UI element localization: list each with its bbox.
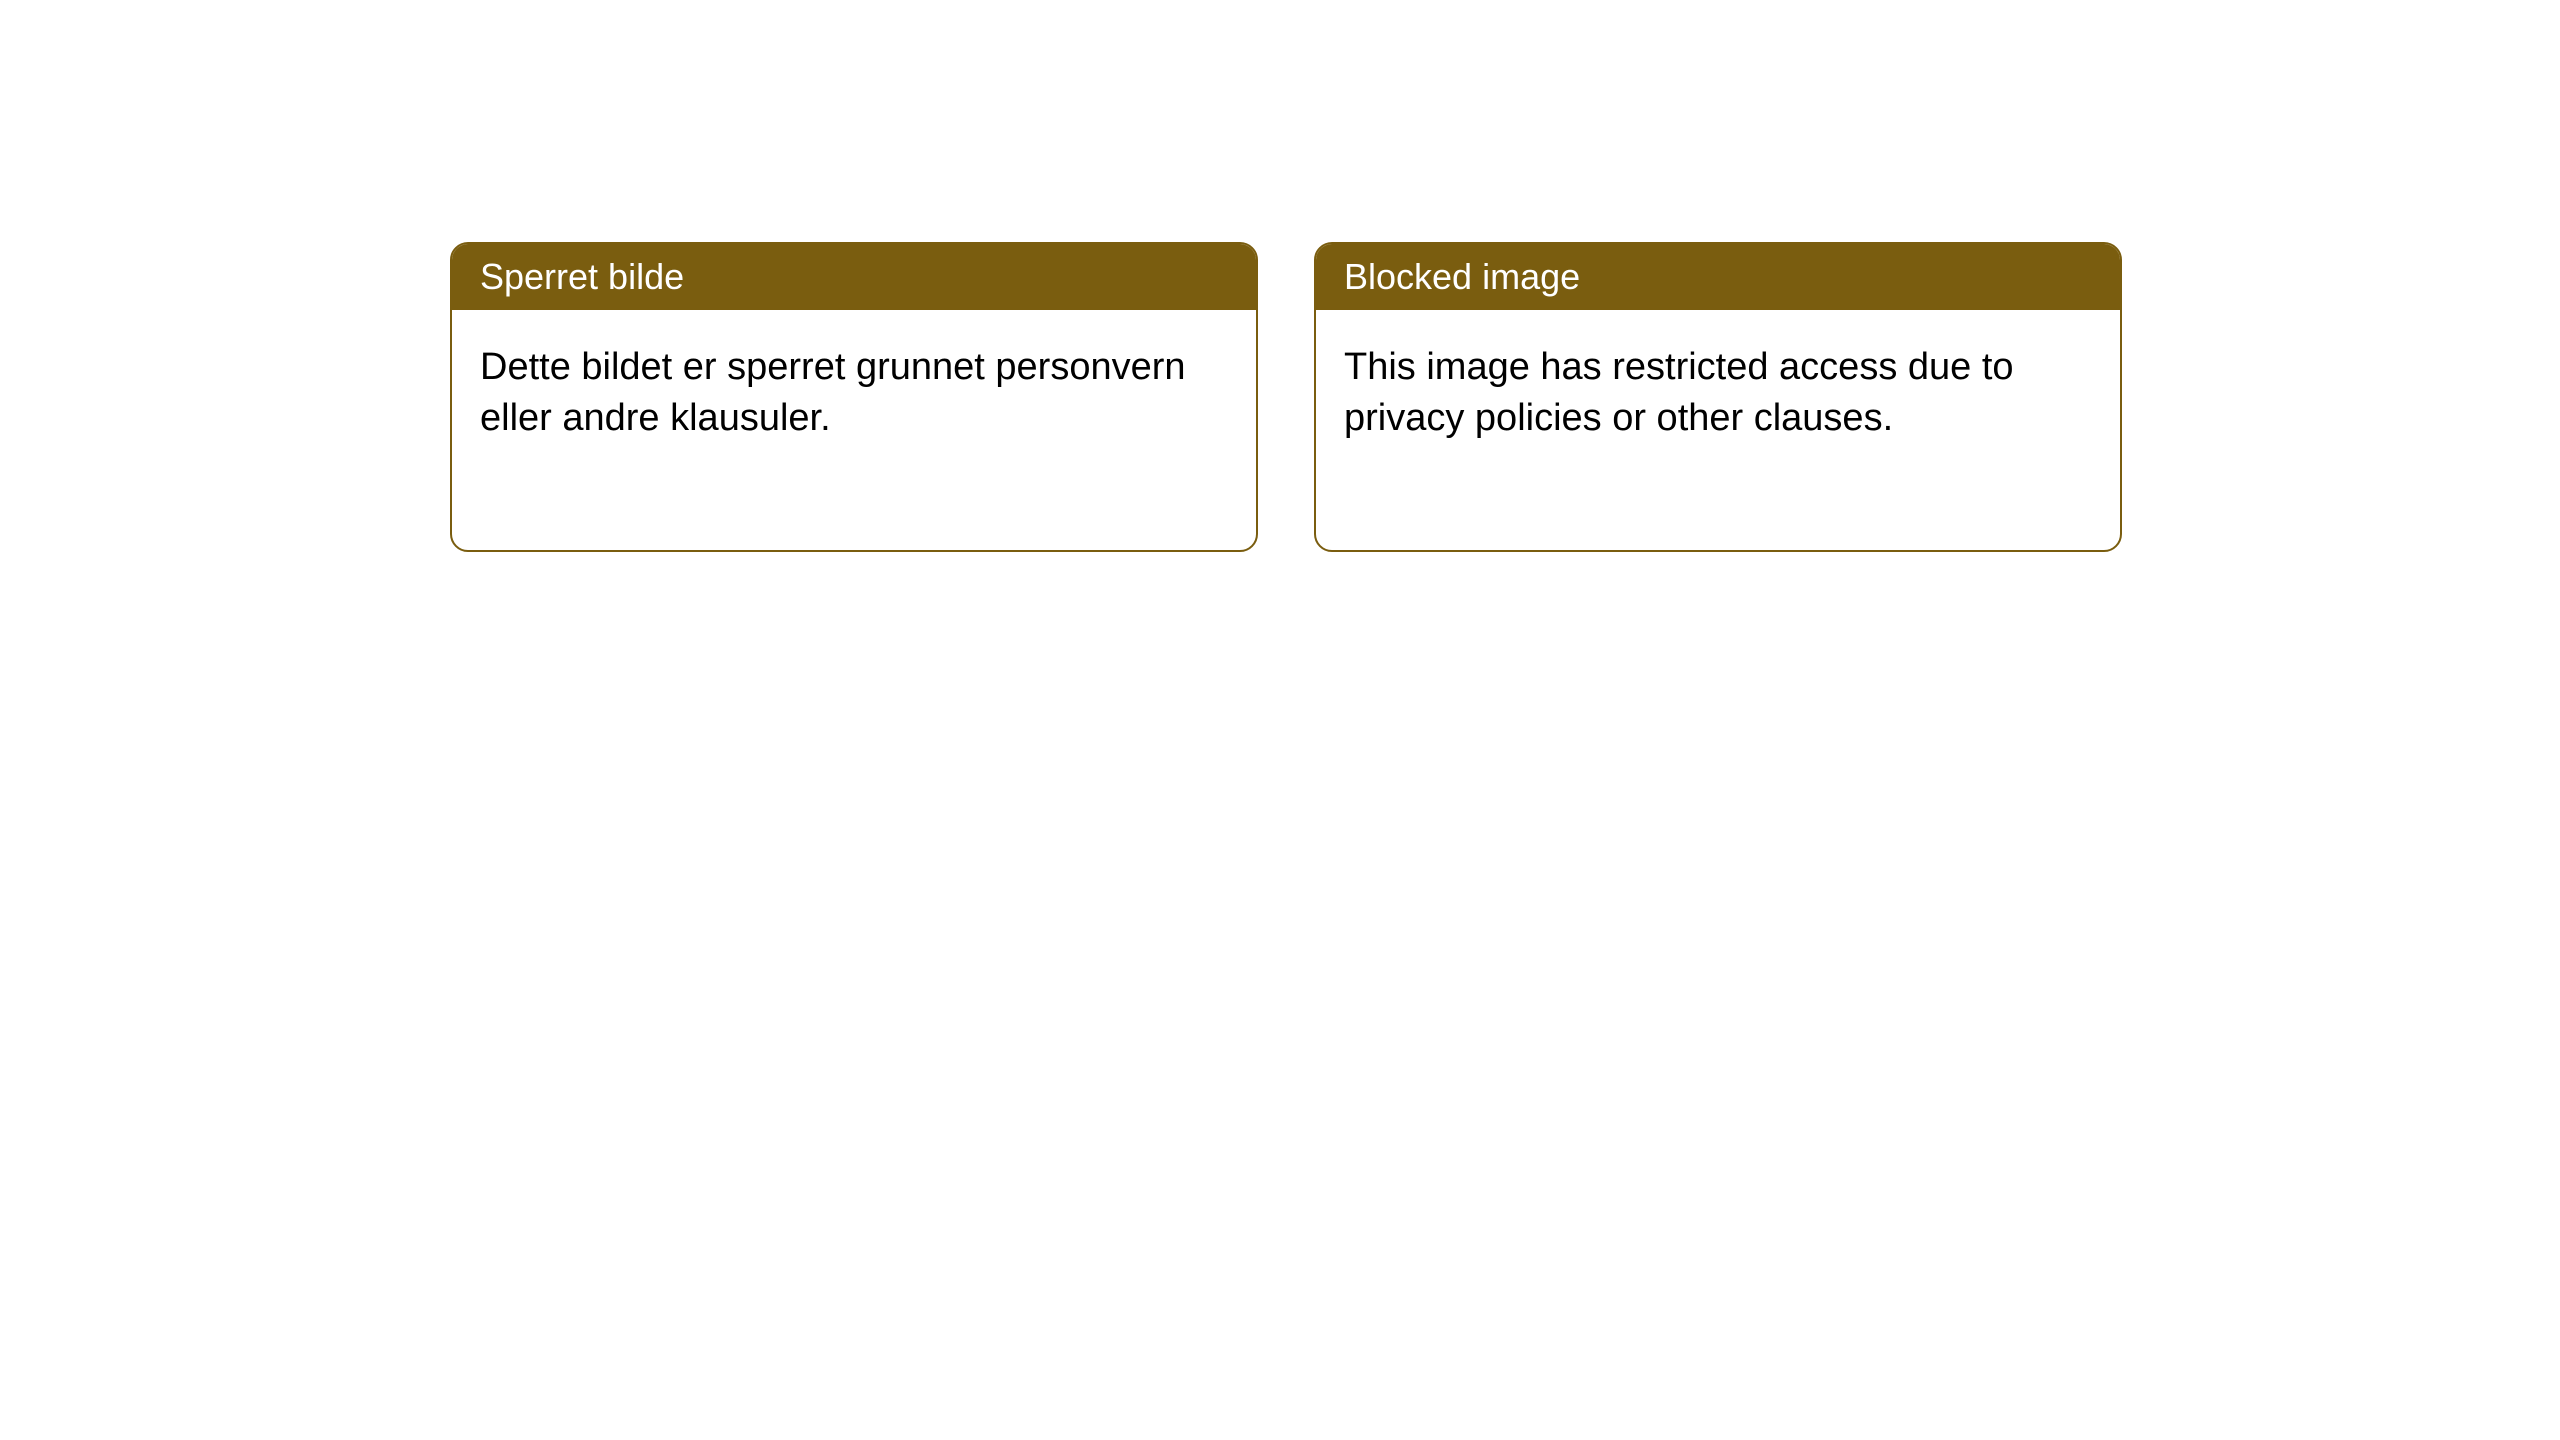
notice-body: Dette bildet er sperret grunnet personve… (452, 310, 1256, 550)
notice-card-norwegian: Sperret bilde Dette bildet er sperret gr… (450, 242, 1258, 552)
notice-card-english: Blocked image This image has restricted … (1314, 242, 2122, 552)
notice-body: This image has restricted access due to … (1316, 310, 2120, 550)
notice-header: Sperret bilde (452, 244, 1256, 310)
notice-container: Sperret bilde Dette bildet er sperret gr… (0, 0, 2560, 552)
notice-header: Blocked image (1316, 244, 2120, 310)
